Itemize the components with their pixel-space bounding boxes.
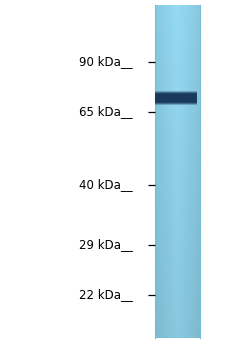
Bar [155,92,197,104]
Bar [155,91,197,105]
Text: 65 kDa__: 65 kDa__ [79,105,133,119]
Text: 40 kDa__: 40 kDa__ [79,178,133,191]
Bar [155,93,197,103]
Text: 22 kDa__: 22 kDa__ [79,288,133,301]
Text: 90 kDa__: 90 kDa__ [79,56,133,69]
Text: 29 kDa__: 29 kDa__ [79,238,133,252]
Bar [155,94,197,102]
